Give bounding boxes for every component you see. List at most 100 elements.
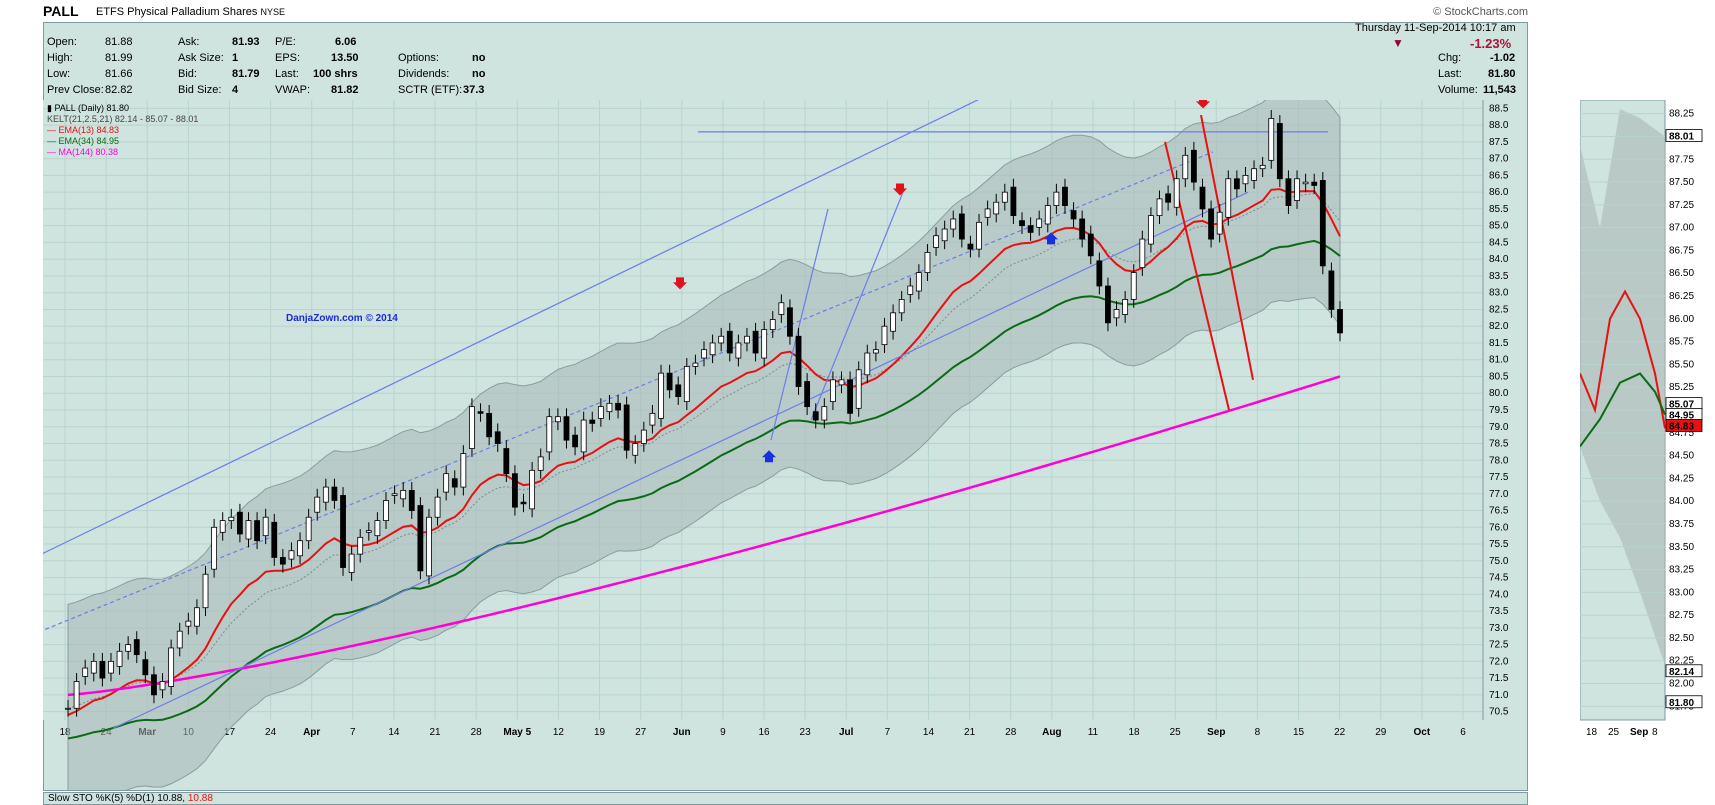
bid-value: 81.79 (232, 68, 260, 80)
volume-value: 11,543 (1483, 84, 1517, 96)
stockcharts-logo[interactable]: © StockCharts.com (1433, 6, 1528, 18)
y-tick-label: 84.0 (1489, 254, 1509, 265)
y-tick-label: 79.0 (1489, 422, 1509, 433)
candle-body (1251, 168, 1257, 181)
candle-body (383, 500, 389, 521)
candle-body (348, 553, 355, 573)
candle-body (735, 342, 742, 359)
x-tick-label: Jul (839, 727, 854, 738)
sctr-value: 37.3 (463, 84, 485, 96)
chg-label: Chg: (1438, 52, 1462, 64)
candle-body (812, 411, 819, 421)
candle-body (572, 434, 578, 448)
zoom-chart[interactable]: 88.2588.0087.7587.5087.2587.0086.7586.50… (1580, 100, 1715, 790)
x-tick-label: 28 (1005, 727, 1017, 738)
candle-body (640, 429, 647, 444)
candle-body (718, 335, 725, 344)
y-tick-label: 83.00 (1669, 587, 1694, 598)
y-tick-label: 83.0 (1489, 288, 1509, 299)
candle-body (1268, 118, 1275, 161)
x-tick-label: 11 (1088, 727, 1099, 738)
y-tick-label: 88.0 (1489, 120, 1509, 131)
x-tick-label: 25 (1608, 727, 1620, 738)
candle-body (1328, 270, 1335, 310)
prev-close-label: Prev Close: (47, 84, 104, 96)
y-tick-label: 74.0 (1489, 589, 1509, 600)
trend-steep-2 (810, 191, 904, 421)
y-tick-label: 86.75 (1669, 245, 1694, 256)
candle-body (297, 540, 303, 557)
candle-body (1122, 299, 1129, 315)
candle-body (477, 411, 484, 414)
candle-body (701, 349, 707, 359)
candle-body (99, 660, 106, 679)
candle-body (778, 302, 785, 315)
candle-body (1156, 198, 1163, 217)
y-tick-label: 76.5 (1489, 506, 1509, 517)
candle-body (847, 379, 854, 414)
y-tick-label: 76.0 (1489, 522, 1509, 533)
candle-body (108, 660, 114, 674)
candle-body (872, 349, 879, 354)
candle-body (546, 416, 553, 453)
candle-body (692, 362, 699, 367)
x-tick-label: 19 (594, 727, 606, 738)
price-chart[interactable]: 70.5 71.0 71.5 72.0 72.5 73.0 73.5 74.0 74.5 75.0… (43, 100, 1528, 790)
x-tick-label: Apr (303, 727, 320, 738)
y-tick-label: 81.0 (1489, 355, 1509, 366)
y-tick-label: 87.00 (1669, 223, 1694, 234)
candle-body (503, 448, 510, 475)
x-tick-label: 28 (471, 727, 483, 738)
keltner-mid (67, 193, 1341, 709)
y-tick-label: 80.5 (1489, 371, 1509, 382)
ask-size-label: Ask Size: (178, 52, 224, 64)
x-tick-label: 14 (923, 727, 935, 738)
ask-value: 81.93 (232, 36, 260, 48)
sctr-label: SCTR (ETF): (398, 84, 463, 96)
y-tick-label: 75.5 (1489, 539, 1509, 550)
candle-body (73, 681, 80, 709)
candle-body (1079, 218, 1086, 240)
price-flag-label: 82.14 (1669, 667, 1694, 678)
candle-body (279, 557, 286, 565)
x-tick-label: 9 (720, 727, 726, 738)
trend-mid (43, 151, 1214, 632)
candle-body (1242, 175, 1249, 185)
x-tick-label: 12 (553, 727, 565, 738)
y-tick-label: 82.5 (1489, 304, 1509, 315)
candle-body (365, 530, 372, 533)
y-tick-label: 81.5 (1489, 338, 1509, 349)
candle-body (941, 228, 948, 242)
candle-body (563, 416, 570, 441)
y-tick-label: 77.0 (1489, 489, 1509, 500)
candle-body (151, 674, 157, 696)
candle-body (116, 650, 123, 667)
watermark: DanjaZown.com © 2014 (286, 313, 398, 324)
y-tick-label: 80.0 (1489, 388, 1509, 399)
x-tick-label: 17 (224, 727, 236, 738)
candle-body (417, 505, 424, 572)
low-value: 81.66 (105, 68, 133, 80)
price-flag (1665, 129, 1703, 142)
x-tick-label: 7 (350, 727, 356, 738)
legend-price: ▮ PALL (Daily) 81.80 (47, 103, 129, 113)
y-tick-label: 83.50 (1669, 542, 1694, 553)
quote-datetime: Thursday 11-Sep-2014 10:17 am (1355, 22, 1516, 34)
candle-body (761, 329, 768, 359)
candle-body (133, 639, 140, 656)
price-flag (1665, 695, 1703, 709)
candle-body (168, 647, 175, 687)
candle-body (907, 285, 914, 295)
y-tick-label: 71.5 (1489, 673, 1509, 684)
candle-body (469, 406, 475, 449)
vwap-label: VWAP: (275, 84, 311, 96)
candle-body (830, 379, 836, 403)
legend-kelt: KELT(21,2.5,21) 82.14 - 85.07 - 88.01 (47, 114, 199, 124)
candle-body (1319, 180, 1326, 267)
legend-ma144: — MA(144) 80.38 (47, 147, 119, 157)
dividends-label: Dividends: (398, 68, 450, 80)
price-flag-label: 88.01 (1669, 132, 1694, 143)
candle-body (322, 486, 329, 503)
candle-body (915, 272, 922, 292)
x-tick-label: 24 (265, 727, 277, 738)
